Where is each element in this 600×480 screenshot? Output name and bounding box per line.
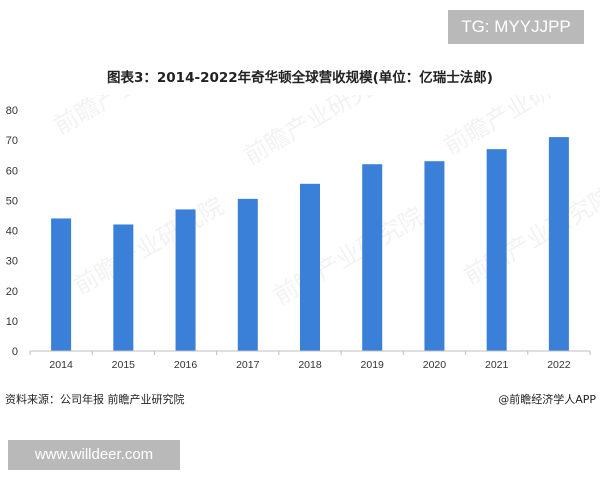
watermark-text: 前瞻产业研究院 <box>459 182 600 290</box>
bar <box>486 149 507 351</box>
bar <box>362 164 383 351</box>
x-tick-label: 2017 <box>236 359 260 371</box>
x-tick-label: 2022 <box>547 359 571 371</box>
y-tick-label: 40 <box>6 226 18 238</box>
bar <box>175 209 196 351</box>
watermark-text: 前瞻产业研究院 <box>239 95 398 170</box>
watermark-text: 前瞻产业研究院 <box>49 95 208 140</box>
credit-note: @前瞻经济学人APP <box>498 393 596 406</box>
x-tick-label: 2018 <box>298 359 322 371</box>
y-tick-label: 50 <box>6 195 18 207</box>
y-tick-label: 0 <box>12 346 18 358</box>
watermark-text: 前瞻产业研究院 <box>269 202 428 310</box>
bar <box>424 161 445 351</box>
x-tick-label: 2014 <box>49 359 73 371</box>
y-axis: 0 10 20 30 40 50 60 70 80 <box>6 105 18 358</box>
x-tick-label: 2021 <box>485 359 509 371</box>
x-tick-label: 2015 <box>112 359 136 371</box>
y-tick-label: 60 <box>6 165 18 177</box>
y-tick-label: 70 <box>6 135 18 147</box>
watermark-text: 前瞻产业研究院 <box>439 95 598 160</box>
bar <box>548 137 569 351</box>
bar <box>113 224 134 351</box>
bars-group <box>51 137 569 351</box>
y-tick-label: 80 <box>6 105 18 117</box>
bottom-watermark-tag: www.willdeer.com <box>8 440 180 470</box>
chart-title: 图表3：2014-2022年奇华顿全球营收规模(单位：亿瑞士法郎) <box>107 70 493 86</box>
watermark-text: 前瞻产业研究院 <box>69 192 228 300</box>
bar <box>51 218 72 351</box>
y-tick-label: 20 <box>6 286 18 298</box>
bar-chart: 前瞻产业研究院前瞻产业研究院前瞻产业研究院前瞻产业研究院前瞻产业研究院前瞻产业研… <box>6 95 600 371</box>
x-axis: 2014 2015 2016 2017 2018 2019 2020 2021 2022 <box>29 351 591 371</box>
x-tick-label: 2020 <box>423 359 447 371</box>
top-watermark-tag: TG: MYYJJPP <box>448 10 584 44</box>
y-tick-label: 10 <box>6 316 18 328</box>
source-note: 资料来源：公司年报 前瞻产业研究院 <box>5 393 185 406</box>
bar <box>300 183 320 351</box>
x-tick-label: 2019 <box>361 359 385 371</box>
x-tick-label: 2016 <box>174 359 198 371</box>
bar <box>237 198 258 351</box>
y-tick-label: 30 <box>6 256 18 268</box>
